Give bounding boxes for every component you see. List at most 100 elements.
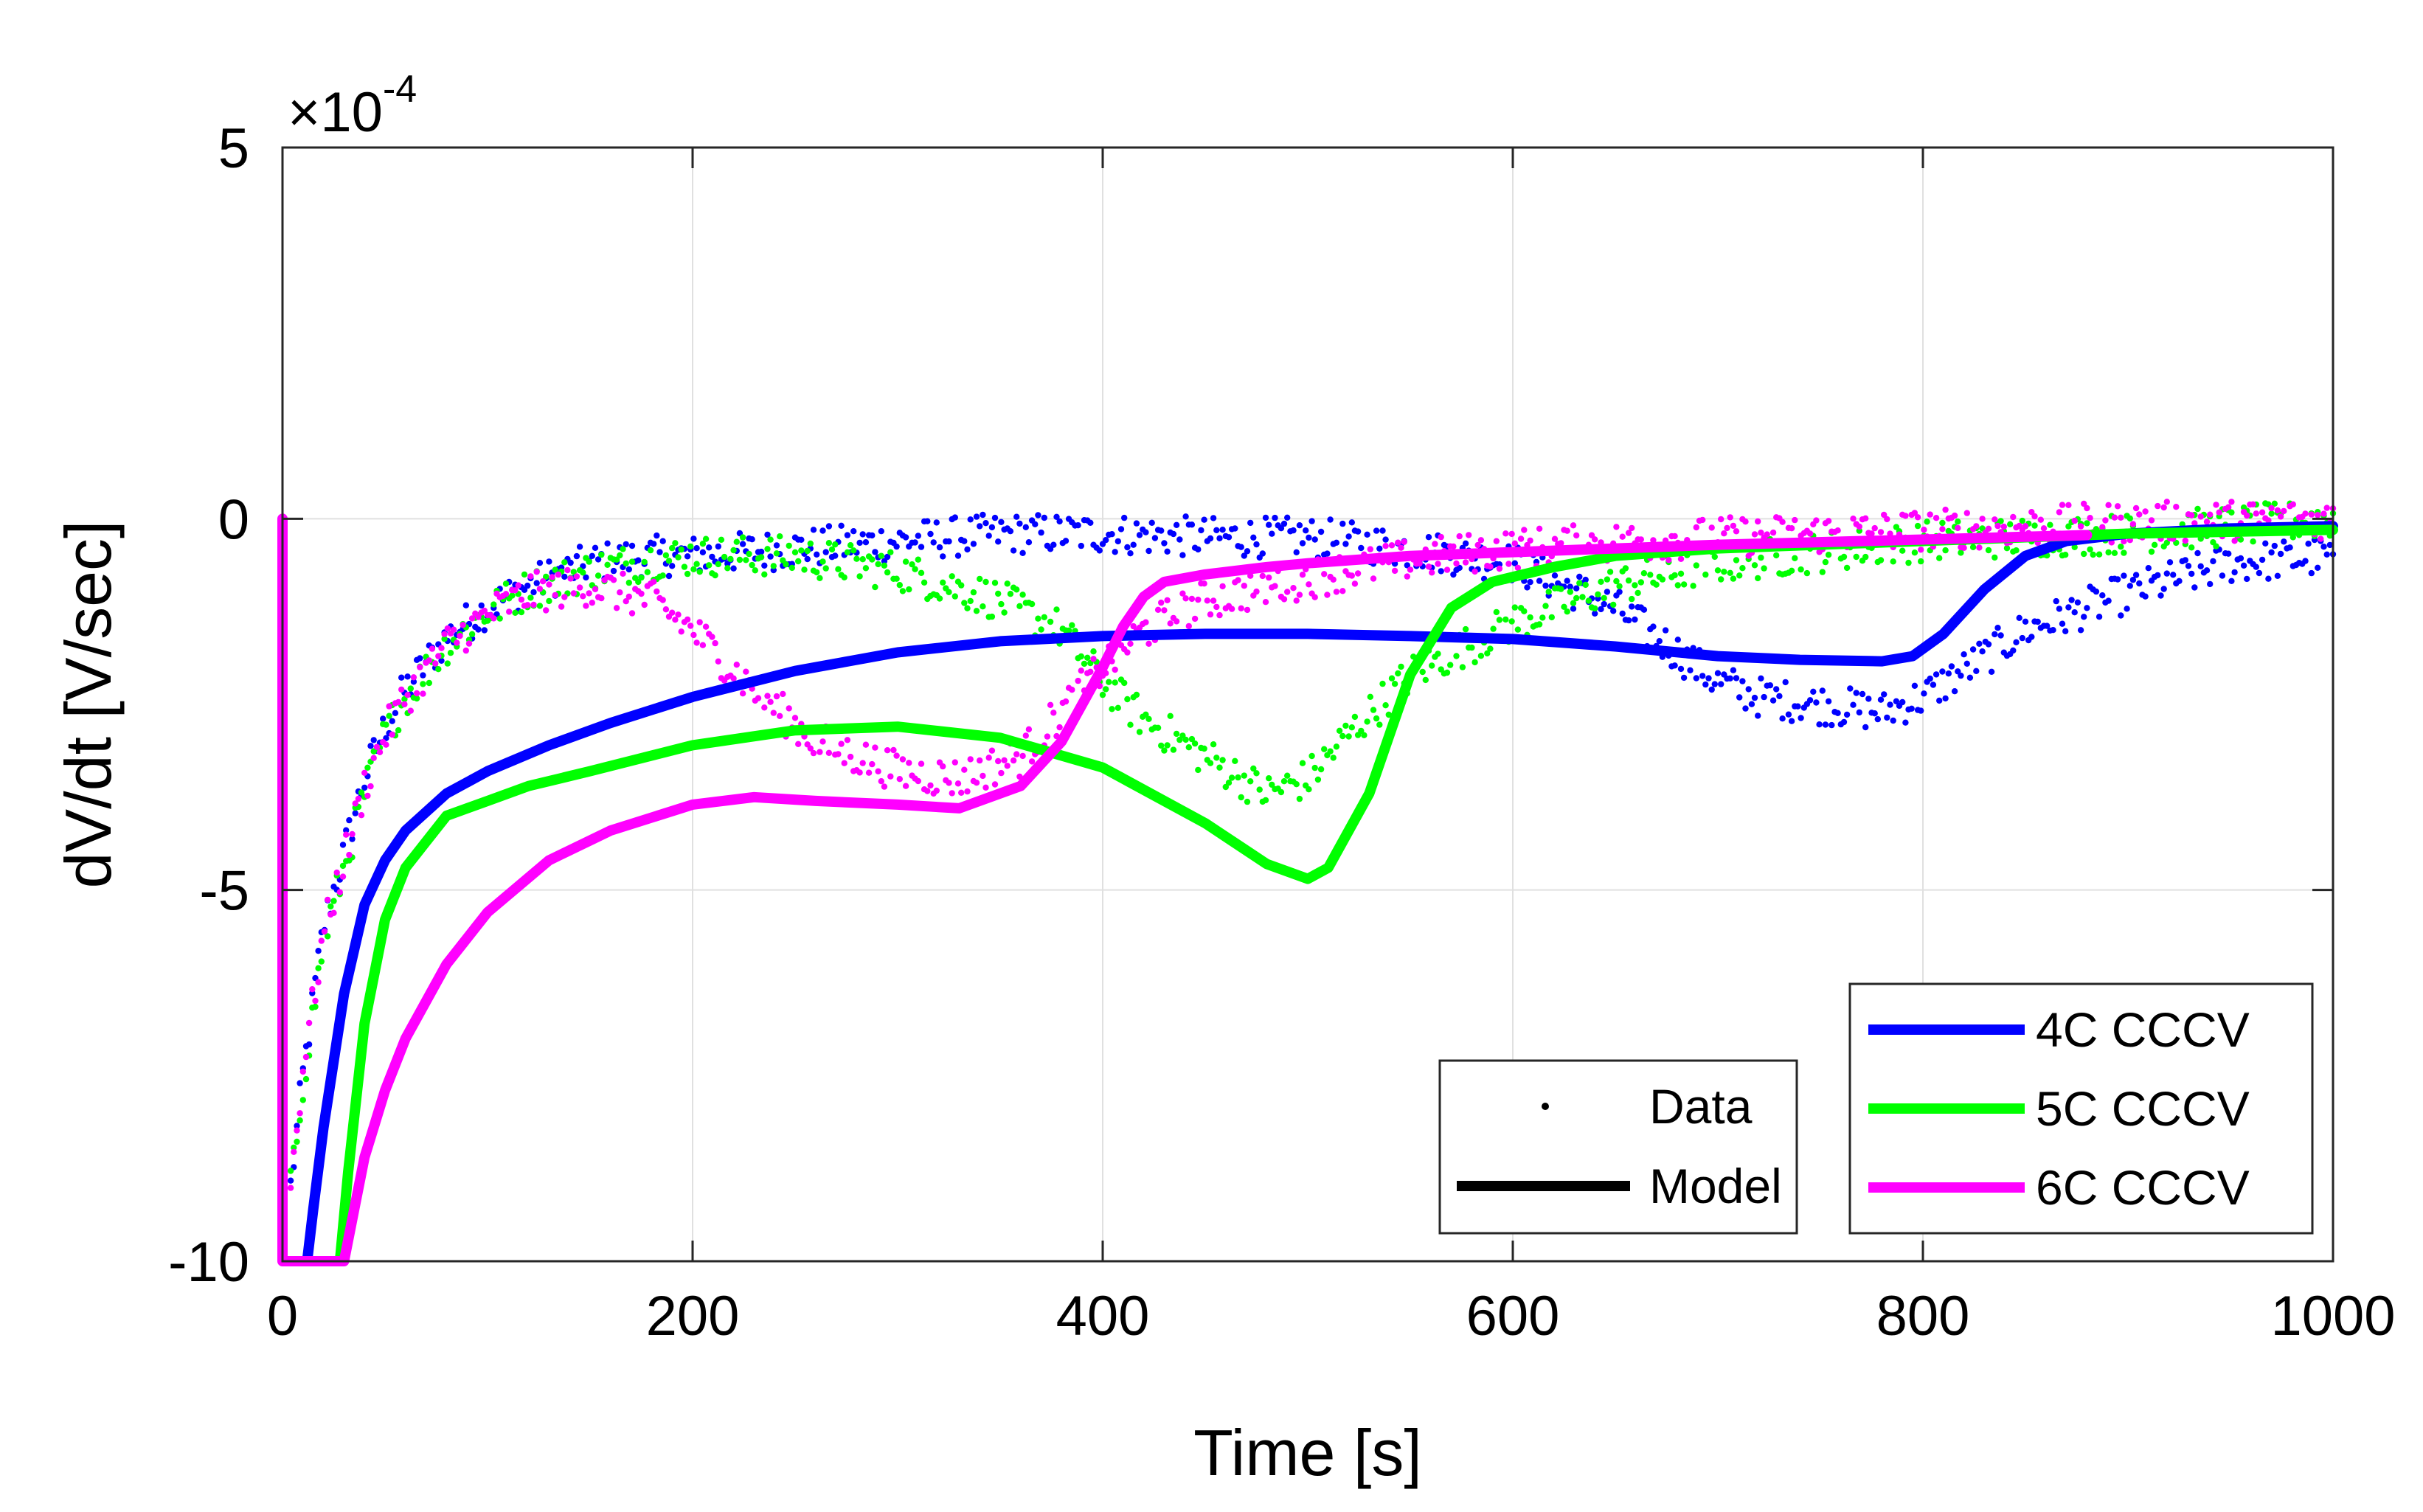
- data-point: [1201, 580, 1207, 587]
- data-point: [773, 542, 780, 549]
- data-point: [1862, 515, 1869, 521]
- data-point: [1508, 618, 1515, 625]
- data-point: [2010, 647, 2017, 654]
- data-point: [1539, 614, 1546, 621]
- data-point: [1358, 544, 1365, 552]
- data-point: [1425, 563, 1432, 570]
- data-point: [1992, 554, 1998, 561]
- data-point: [1306, 534, 1312, 541]
- data-point: [2302, 558, 2309, 564]
- data-point: [1782, 679, 1789, 686]
- data-point: [1124, 649, 1131, 656]
- data-point: [684, 616, 691, 623]
- data-point: [995, 590, 1002, 597]
- data-point: [1272, 583, 1278, 589]
- data-point: [315, 979, 322, 985]
- data-point: [844, 737, 851, 743]
- x-axis-title: Time [s]: [1193, 1416, 1422, 1489]
- data-point: [832, 541, 839, 548]
- data-point: [1637, 579, 1644, 586]
- data-point: [1103, 686, 1109, 693]
- data-point: [1484, 650, 1491, 656]
- data-point: [1391, 567, 1398, 575]
- data-point: [951, 514, 959, 521]
- data-point: [1493, 608, 1500, 616]
- data-point: [786, 705, 792, 712]
- data-point: [1551, 572, 1559, 579]
- data-point: [1244, 798, 1251, 805]
- data-point: [413, 690, 420, 697]
- data-point: [1921, 690, 1927, 697]
- data-point: [2228, 578, 2235, 584]
- data-point: [1939, 668, 1946, 675]
- data-point: [1985, 547, 1992, 554]
- data-point: [1462, 559, 1469, 566]
- data-point: [1404, 573, 1411, 580]
- data-point: [1250, 765, 1257, 772]
- data-point: [1992, 631, 1998, 638]
- data-point: [1361, 732, 1368, 738]
- data-point: [1564, 578, 1570, 584]
- data-point: [592, 544, 599, 551]
- data-point: [1677, 665, 1685, 673]
- data-point: [2096, 551, 2103, 558]
- data-point: [850, 528, 857, 535]
- data-point: [1176, 536, 1183, 543]
- data-point: [1303, 527, 1309, 534]
- data-point: [2188, 544, 2195, 551]
- data-point: [1932, 671, 1940, 678]
- data-point: [1558, 586, 1564, 592]
- data-point: [1225, 534, 1233, 541]
- data-point: [699, 549, 707, 555]
- legend-style: Data Model: [1438, 1059, 1798, 1235]
- data-point: [1207, 535, 1214, 542]
- data-point: [1702, 681, 1709, 688]
- data-point: [1496, 617, 1503, 623]
- data-point: [1188, 735, 1196, 743]
- data-point: [1905, 559, 1912, 566]
- data-point: [998, 519, 1005, 525]
- data-point: [896, 776, 904, 783]
- data-point: [1868, 530, 1875, 537]
- data-point: [1730, 575, 1737, 582]
- data-point: [1296, 522, 1303, 529]
- data-point: [2065, 502, 2072, 508]
- data-point: [1616, 583, 1623, 589]
- data-point: [1601, 600, 1607, 608]
- data-layer: [277, 499, 2338, 1266]
- data-point: [462, 647, 469, 654]
- data-point: [1490, 625, 1497, 632]
- data-point: [795, 741, 802, 747]
- data-point: [1921, 527, 1927, 533]
- data-point: [1806, 530, 1814, 537]
- data-point: [767, 698, 774, 705]
- data-point: [2265, 575, 2272, 582]
- data-point: [730, 547, 737, 554]
- data-point: [1795, 703, 1801, 710]
- data-point: [2253, 510, 2259, 517]
- data-point: [1124, 696, 1131, 703]
- data-point: [1502, 530, 1509, 537]
- data-point: [583, 574, 589, 581]
- data-point: [1810, 688, 1817, 695]
- data-point: [964, 546, 971, 553]
- data-point: [850, 547, 857, 554]
- data-point: [2136, 580, 2143, 587]
- data-point: [1038, 529, 1044, 536]
- data-point: [1629, 603, 1635, 610]
- data-point: [1687, 667, 1694, 673]
- data-point: [1693, 675, 1699, 682]
- data-point: [1598, 606, 1604, 613]
- data-point: [887, 773, 894, 780]
- data-point: [1939, 526, 1946, 533]
- data-point: [1650, 537, 1657, 544]
- data-point: [1813, 517, 1820, 524]
- data-point: [2105, 597, 2112, 604]
- data-point: [869, 556, 876, 563]
- data-point: [1456, 564, 1463, 572]
- data-point: [1321, 746, 1328, 752]
- data-point: [1379, 527, 1386, 534]
- data-point: [454, 639, 460, 646]
- data-point: [1016, 603, 1023, 609]
- data-point: [1521, 527, 1528, 533]
